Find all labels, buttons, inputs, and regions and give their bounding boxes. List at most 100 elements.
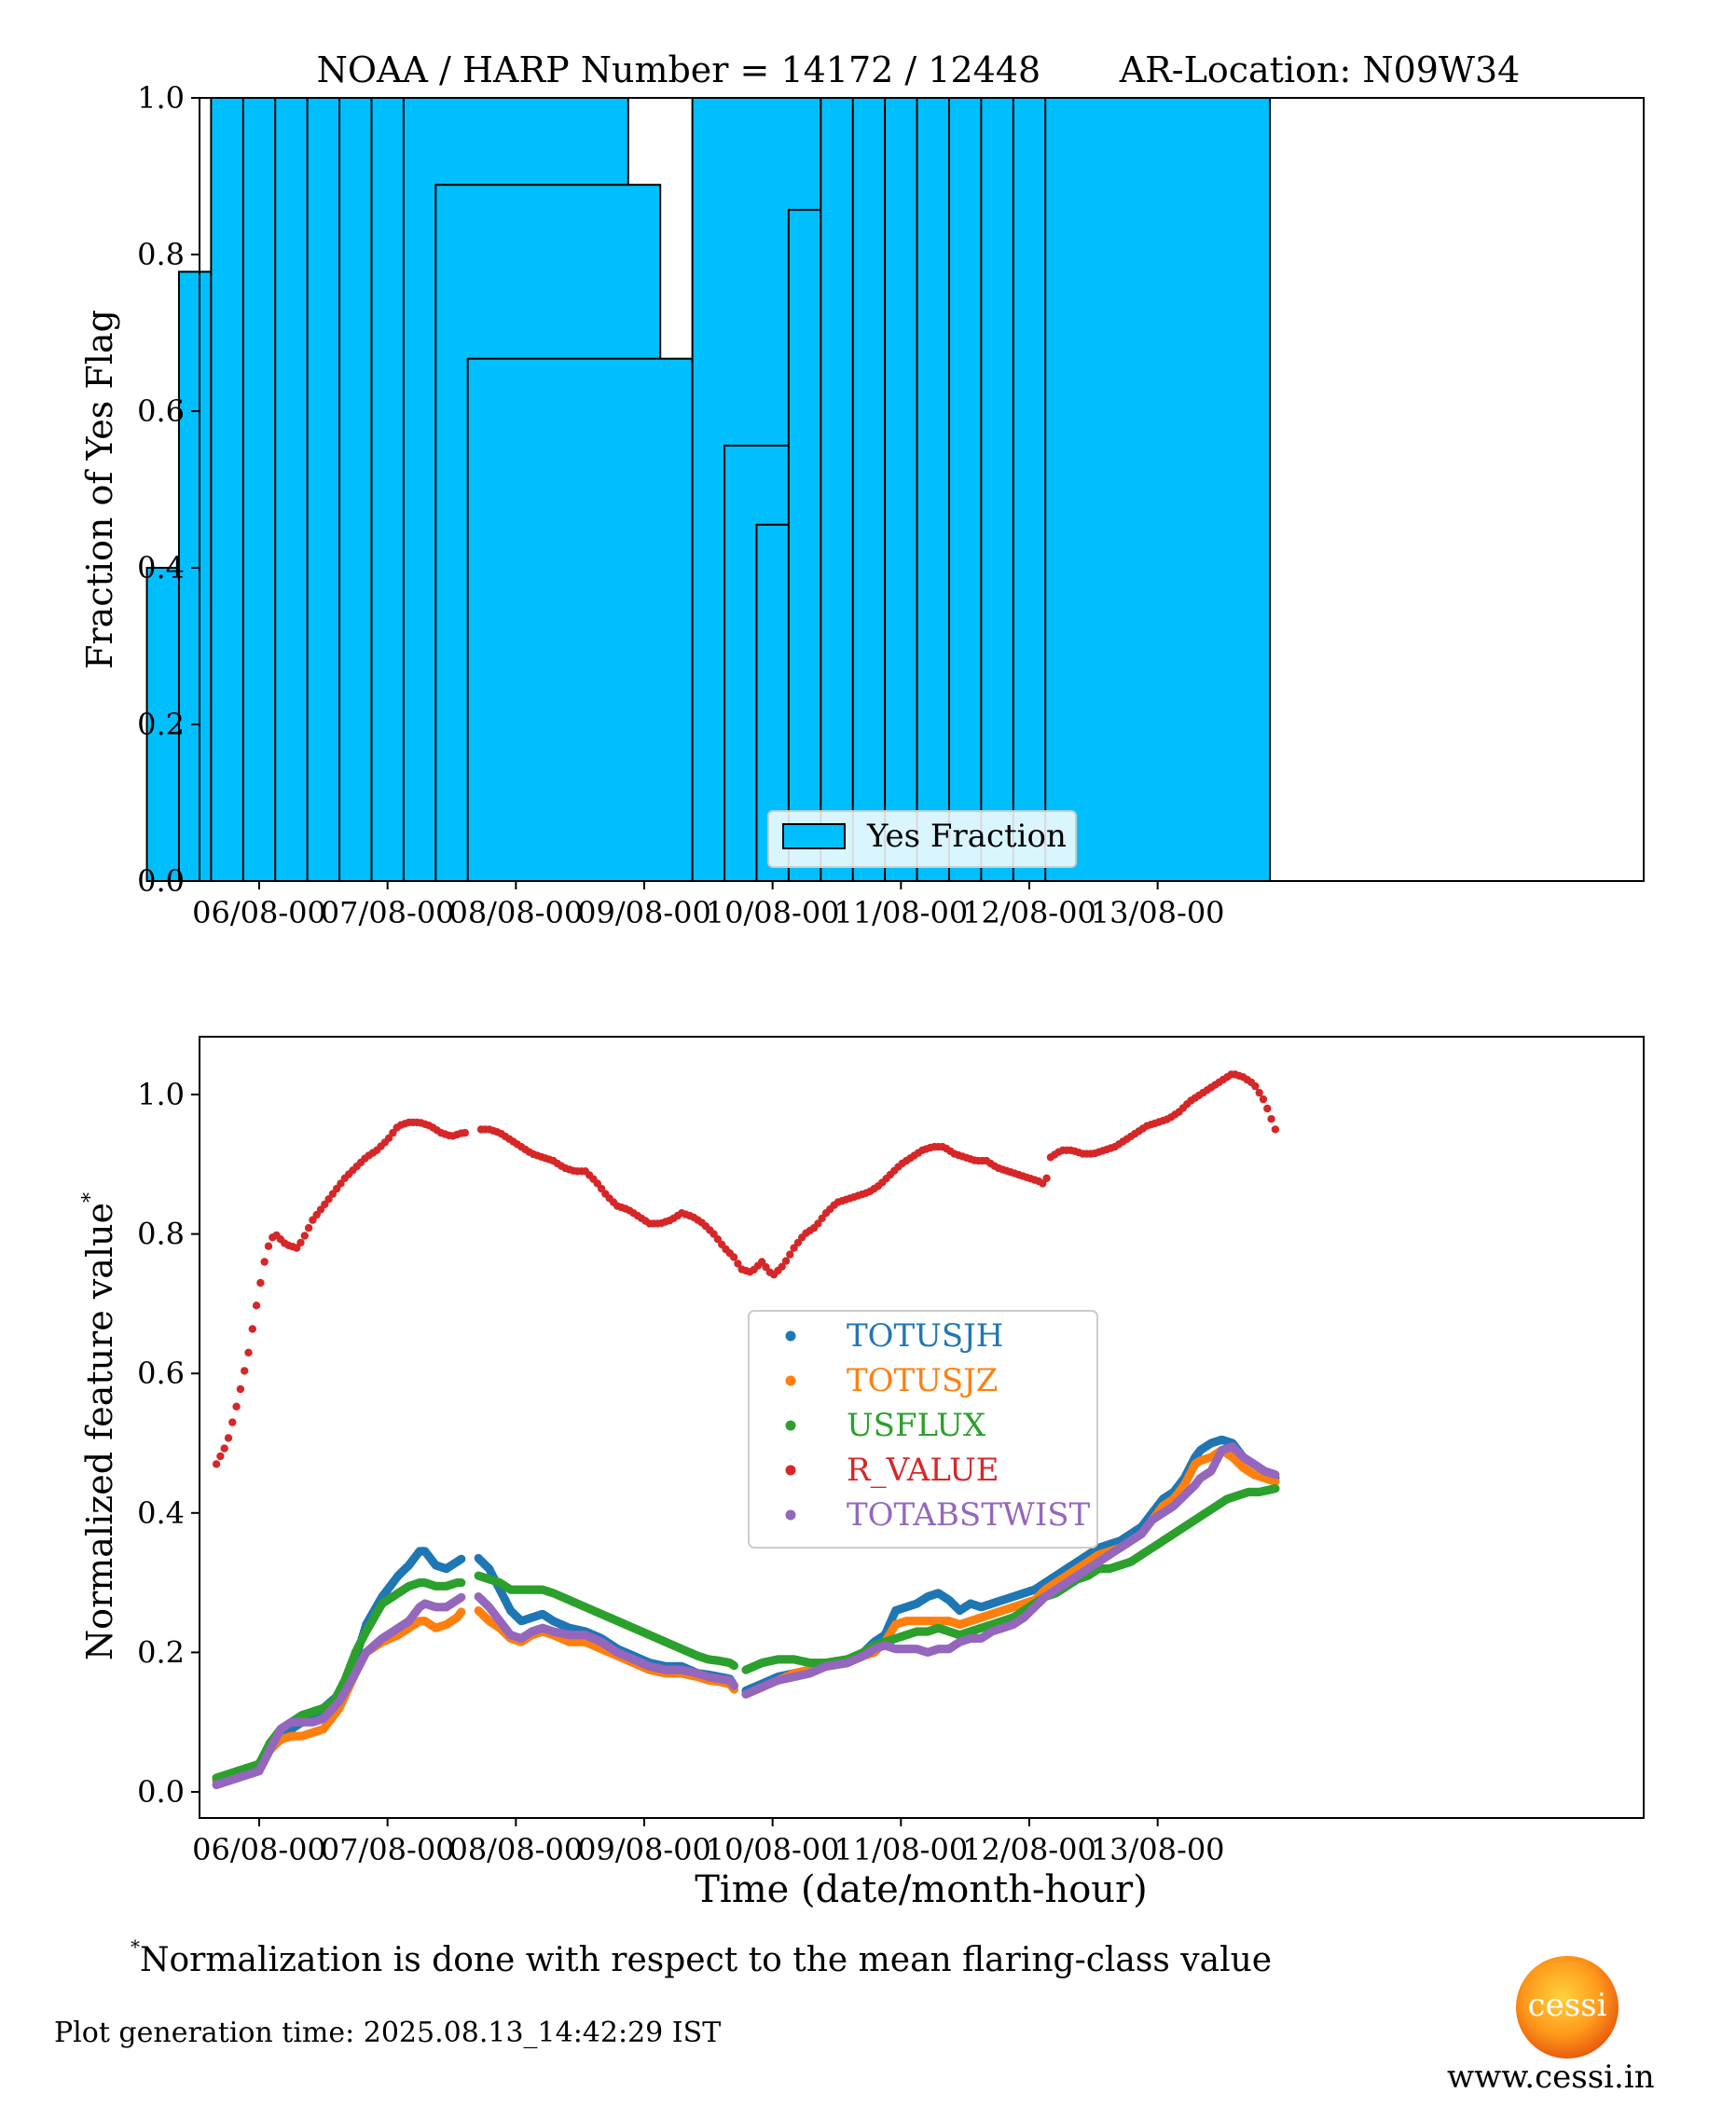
logo-text: cessi [1527, 1987, 1607, 2024]
legend-label-totabstwist: TOTABSTWIST [847, 1496, 1091, 1534]
scatter-x-axis: 06/08-0007/08-0008/08-0009/08-0010/08-00… [192, 1818, 1225, 1867]
point [729, 1661, 739, 1671]
scatter-xtick-label: 06/08-00 [192, 1832, 326, 1867]
point [241, 1367, 249, 1375]
point [457, 1578, 466, 1588]
point [1255, 1088, 1263, 1097]
point [384, 1134, 393, 1143]
bar-legend: Yes Fraction [767, 810, 1077, 868]
point [457, 1607, 466, 1617]
point [1259, 1095, 1268, 1104]
legend-label-usflux: USFLUX [847, 1407, 986, 1444]
scatter-ytick-label: 0.0 [137, 1774, 185, 1810]
bar-ytick-label: 0.4 [137, 550, 185, 585]
legend-marker-totusjz [785, 1375, 796, 1386]
point [300, 1232, 309, 1240]
series-usflux [212, 1484, 1280, 1783]
scatter-ytick-label: 0.2 [137, 1634, 185, 1670]
series-totabstwist [212, 1442, 1280, 1790]
point [296, 1238, 305, 1247]
bar-xtick-label: 09/08-00 [577, 895, 711, 930]
point [734, 1260, 742, 1268]
scatter-ytick-label: 0.6 [137, 1356, 185, 1391]
point [457, 1592, 466, 1602]
scatter-xtick-label: 10/08-00 [706, 1832, 840, 1867]
bar-28 [1044, 97, 1272, 882]
point [790, 1244, 798, 1252]
point [224, 1434, 233, 1442]
point [220, 1444, 228, 1453]
footnote-marker: * [131, 1935, 140, 1958]
cessi-logo: cessi [1516, 1956, 1619, 2059]
legend-marker-totabstwist [785, 1509, 796, 1521]
scatter-marks [212, 1070, 1280, 1790]
scatter-plot-frame [199, 1036, 1645, 1819]
bar-ytick-label: 0.0 [137, 863, 185, 899]
bar-marks [145, 97, 1272, 883]
scatter-y-axis-label-sup: * [79, 1192, 103, 1203]
bar-chart-title: NOAA / HARP Number = 14172 / 12448 AR-Lo… [317, 49, 1521, 90]
legend-label-totusjz: TOTUSJZ [847, 1362, 998, 1399]
point [1251, 1081, 1260, 1091]
legend-marker-r_value [785, 1465, 796, 1476]
point [252, 1301, 261, 1310]
bar-xtick-label: 13/08-00 [1091, 895, 1225, 930]
point [260, 1258, 269, 1266]
bar-10 [466, 357, 694, 883]
scatter-ytick-label: 0.8 [137, 1217, 185, 1252]
point [304, 1223, 313, 1233]
series-totusjh [212, 1435, 1280, 1783]
bar-ytick-label: 0.8 [137, 237, 185, 272]
point [264, 1242, 273, 1250]
legend-marker-totusjh [785, 1330, 796, 1342]
point [232, 1402, 241, 1411]
point [216, 1452, 225, 1461]
scatter-xtick-label: 11/08-00 [834, 1832, 968, 1867]
bar-ytick-label: 1.0 [137, 80, 185, 116]
point [256, 1278, 265, 1288]
bar-plot-frame [199, 97, 1645, 882]
bar-xtick-label: 07/08-00 [321, 895, 455, 930]
bar-xtick-label: 06/08-00 [192, 895, 326, 930]
bar-y-axis: 0.0 0.2 0.4 0.6 0.8 1.0 [137, 80, 200, 899]
scatter-xtick-label: 08/08-00 [448, 1832, 583, 1867]
bar-xtick-label: 08/08-00 [448, 895, 583, 930]
point [293, 1244, 301, 1252]
scatter-ytick-label: 0.4 [137, 1495, 185, 1531]
legend-label-totusjh: TOTUSJH [847, 1317, 1003, 1355]
scatter-xtick-label: 13/08-00 [1091, 1832, 1225, 1867]
point [778, 1262, 786, 1271]
scatter-legend-box [748, 1310, 1098, 1549]
scatter-y-axis-label: Normalized feature value* [79, 1192, 120, 1660]
scatter-y-axis-label-text: Normalized feature value [79, 1203, 120, 1660]
scatter-legend: TOTUSJH TOTUSJZ USFLUX R_VALUE TOTABSTWIST [748, 1310, 1098, 1549]
point [1267, 1115, 1275, 1123]
footnote-text: Normalization is done with respect to th… [140, 1941, 1273, 1979]
point [1271, 1125, 1280, 1134]
bar-xtick-label: 11/08-00 [834, 895, 968, 930]
legend-marker-usflux [785, 1420, 796, 1431]
scatter-xtick-label: 07/08-00 [321, 1832, 455, 1867]
bar-x-axis: 06/08-0007/08-0008/08-0009/08-0010/08-00… [192, 881, 1225, 930]
bar-chart: NOAA / HARP Number = 14172 / 12448 AR-Lo… [79, 49, 1645, 930]
point [212, 1460, 221, 1468]
point [729, 1681, 739, 1690]
point [248, 1325, 256, 1333]
point [236, 1384, 245, 1394]
point [1263, 1104, 1272, 1113]
point [1042, 1174, 1051, 1183]
legend-label-r_value: R_VALUE [847, 1452, 999, 1489]
point [781, 1257, 791, 1265]
website-link[interactable]: www.cessi.in [1447, 2059, 1655, 2096]
scatter-x-axis-label: Time (date/month-hour) [695, 1868, 1148, 1911]
point [1271, 1477, 1280, 1486]
series-r_value [212, 1070, 1280, 1468]
point [786, 1250, 794, 1259]
scatter-ytick-label: 1.0 [137, 1077, 185, 1112]
point [457, 1554, 466, 1563]
scatter-chart: 0.0 0.2 0.4 0.6 0.8 1.0 06/08-0007/08-0008/08… [79, 1036, 1645, 1911]
scatter-xtick-label: 09/08-00 [577, 1832, 711, 1867]
bar-ytick-label: 0.6 [137, 393, 185, 429]
point [461, 1128, 469, 1137]
